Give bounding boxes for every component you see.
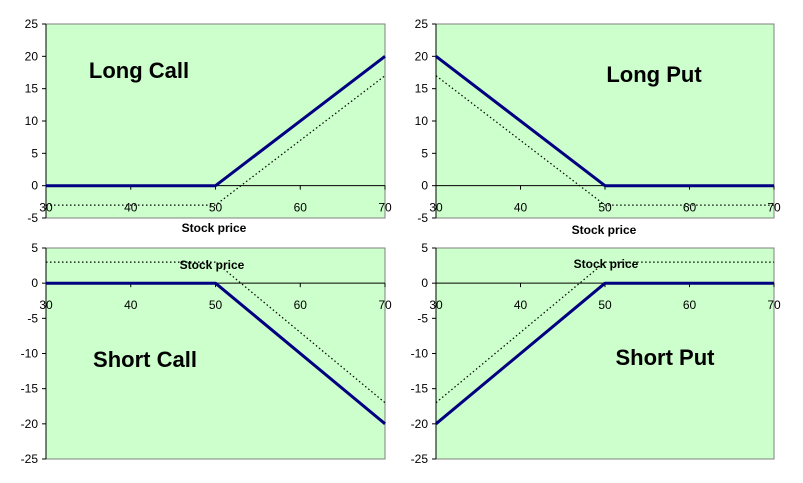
- x-tick-label: 60: [683, 201, 697, 215]
- x-tick-label: 50: [598, 298, 612, 312]
- x-tick-label: 60: [683, 298, 697, 312]
- x-tick-label: 70: [378, 298, 392, 312]
- x-axis-title: Stock price: [180, 258, 245, 272]
- y-tick-label: -5: [417, 311, 428, 325]
- y-tick-label: 5: [31, 146, 38, 160]
- x-tick-label: 70: [767, 201, 781, 215]
- x-tick-label: 30: [429, 298, 443, 312]
- x-tick-label: 40: [124, 298, 138, 312]
- chart-title: Long Call: [89, 58, 189, 83]
- x-tick-label: 50: [209, 298, 223, 312]
- y-tick-label: 5: [421, 241, 428, 255]
- chart-title: Long Put: [606, 62, 702, 87]
- y-tick-label: 5: [421, 146, 428, 160]
- chart-panel-3: -25 -20 -15 -10 -5 0 5 30 40 50 60 70 Stock price Sho…: [411, 241, 781, 466]
- x-tick-label: 50: [598, 201, 612, 215]
- x-tick-label: 30: [39, 201, 53, 215]
- y-tick-label: 15: [25, 82, 39, 96]
- y-tick-label: -15: [411, 382, 429, 396]
- y-tick-label: -10: [21, 347, 39, 361]
- y-tick-label: 10: [415, 114, 429, 128]
- y-tick-label: 20: [25, 49, 39, 63]
- x-axis-title: Stock price: [574, 257, 639, 271]
- y-tick-label: 0: [31, 276, 38, 290]
- y-tick-label: 15: [415, 82, 429, 96]
- x-axis-title: Stock price: [572, 223, 637, 237]
- x-tick-label: 70: [378, 201, 392, 215]
- y-tick-label: -20: [21, 417, 39, 431]
- y-tick-label: 10: [25, 114, 39, 128]
- y-tick-label: 0: [31, 179, 38, 193]
- x-tick-label: 70: [767, 298, 781, 312]
- x-tick-label: 60: [294, 201, 308, 215]
- x-tick-label: 30: [429, 201, 443, 215]
- payoff-line-solid: [46, 55, 386, 188]
- y-tick-label: 25: [415, 17, 429, 31]
- x-axis-title: Stock price: [182, 221, 247, 235]
- chart-title: Short Call: [93, 347, 197, 372]
- y-tick-label: 25: [25, 17, 39, 31]
- y-tick-label: 0: [421, 179, 428, 193]
- payoff-line-solid: [46, 281, 386, 425]
- y-tick-label: -5: [27, 211, 38, 225]
- profit-line-dotted: [435, 75, 774, 206]
- x-tick-label: 50: [209, 201, 223, 215]
- y-tick-label: 5: [31, 241, 38, 255]
- chart-panel-2: -25 -20 -15 -10 -5 0 5 30 40 50 60 70 Stock price Sho…: [21, 241, 392, 466]
- y-tick-label: -25: [21, 452, 39, 466]
- y-tick-label: -10: [411, 347, 429, 361]
- profit-line-dotted: [46, 75, 386, 206]
- chart-panel-0: -5 0 5 10 15 20 25 30 40 50 60 70 Stock price Long Ca…: [25, 17, 392, 235]
- profit-line-dotted: [46, 261, 386, 404]
- y-tick-label: -15: [21, 382, 39, 396]
- x-tick-label: 60: [294, 298, 308, 312]
- y-tick-label: -5: [417, 211, 428, 225]
- y-tick-label: -25: [411, 452, 429, 466]
- x-tick-label: 30: [39, 298, 53, 312]
- x-tick-label: 40: [124, 201, 138, 215]
- y-tick-label: 0: [421, 276, 428, 290]
- chart-panel-1: -5 0 5 10 15 20 25 30 40 50 60 70 Stock price Long Pu…: [415, 17, 781, 237]
- x-tick-label: 40: [514, 201, 528, 215]
- y-tick-label: -5: [27, 311, 38, 325]
- y-tick-label: 20: [415, 49, 429, 63]
- profit-line-dotted: [435, 261, 774, 404]
- y-tick-label: -20: [411, 417, 429, 431]
- x-tick-label: 40: [514, 298, 528, 312]
- chart-title: Short Put: [616, 345, 716, 370]
- payoff-line-solid: [435, 55, 774, 188]
- plot-area: [435, 247, 775, 460]
- payoff-line-solid: [435, 281, 774, 425]
